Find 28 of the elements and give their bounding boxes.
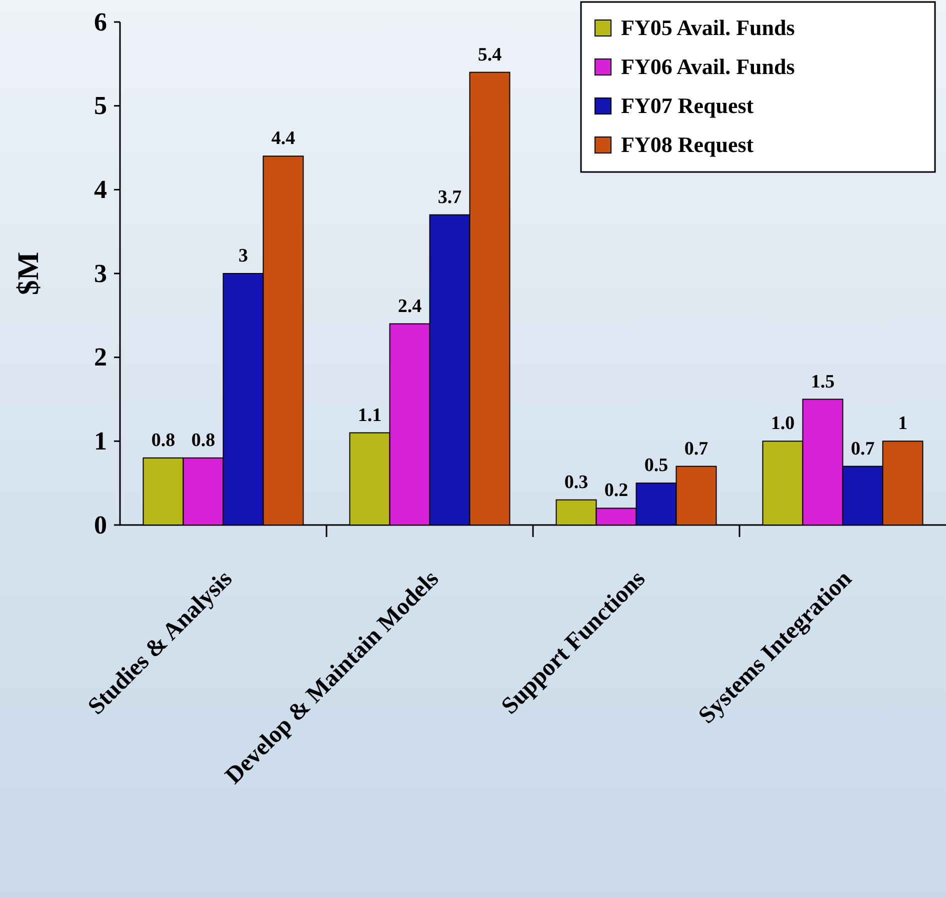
data-label: 0.8 xyxy=(191,430,216,451)
data-label: 4.4 xyxy=(271,128,296,150)
data-label: 1.0 xyxy=(770,413,795,434)
data-label: 3.7 xyxy=(438,186,462,208)
data-label: 0.8 xyxy=(151,430,176,451)
legend-label: FY06 Avail. Funds xyxy=(621,54,796,79)
y-tick-label: 3 xyxy=(94,258,107,288)
data-label: 1.5 xyxy=(810,371,835,392)
data-label: 1.1 xyxy=(358,404,382,426)
data-label: 1 xyxy=(898,413,908,434)
y-tick-label: 4 xyxy=(94,174,107,204)
y-tick-label: 5 xyxy=(94,91,107,120)
data-label: 0.3 xyxy=(564,472,588,493)
y-tick-label: 2 xyxy=(94,342,107,372)
legend-label: FY05 Avail. Funds xyxy=(621,15,796,40)
y-axis-title: $M xyxy=(12,252,45,296)
data-label: 0.5 xyxy=(644,455,668,476)
data-label: 2.4 xyxy=(398,296,422,317)
y-tick-label: 1 xyxy=(94,426,107,456)
data-label: 0.2 xyxy=(604,480,628,502)
data-label: 0.7 xyxy=(684,438,709,460)
legend-label: FY08 Request xyxy=(621,132,754,157)
data-label: 5.4 xyxy=(478,44,502,66)
legend-label: FY07 Request xyxy=(621,93,754,118)
y-tick-label: 0 xyxy=(94,510,107,540)
data-label: 0.7 xyxy=(850,438,876,460)
data-label: 3 xyxy=(238,246,248,266)
y-tick-label: 6 xyxy=(94,7,107,36)
